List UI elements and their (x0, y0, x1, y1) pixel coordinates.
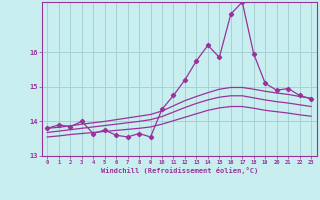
X-axis label: Windchill (Refroidissement éolien,°C): Windchill (Refroidissement éolien,°C) (100, 167, 258, 174)
